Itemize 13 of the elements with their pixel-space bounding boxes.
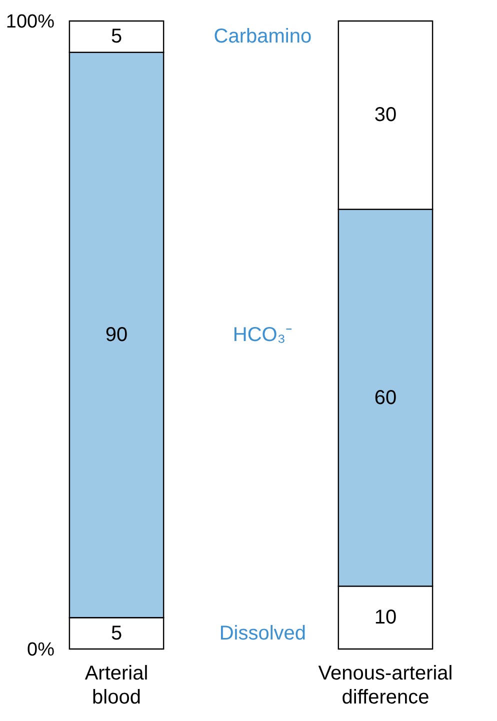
data-label: 30 — [374, 104, 397, 126]
data-label: 90 — [105, 324, 128, 346]
data-label: 5 — [110, 622, 122, 644]
x-tick-label: Venous-arterial difference — [318, 662, 453, 708]
text: HCO₃⁻ — [232, 324, 292, 346]
x-tick-label: Arterial blood — [84, 662, 148, 708]
data-label: 5 — [110, 26, 122, 48]
y-tick-label: 0% — [27, 640, 55, 660]
series-label: Dissolved — [219, 622, 306, 644]
series-label: Carbamino — [214, 26, 312, 48]
y-tick-label: 100% — [6, 12, 55, 32]
data-label: 10 — [374, 606, 397, 629]
data-label: 60 — [374, 386, 397, 409]
